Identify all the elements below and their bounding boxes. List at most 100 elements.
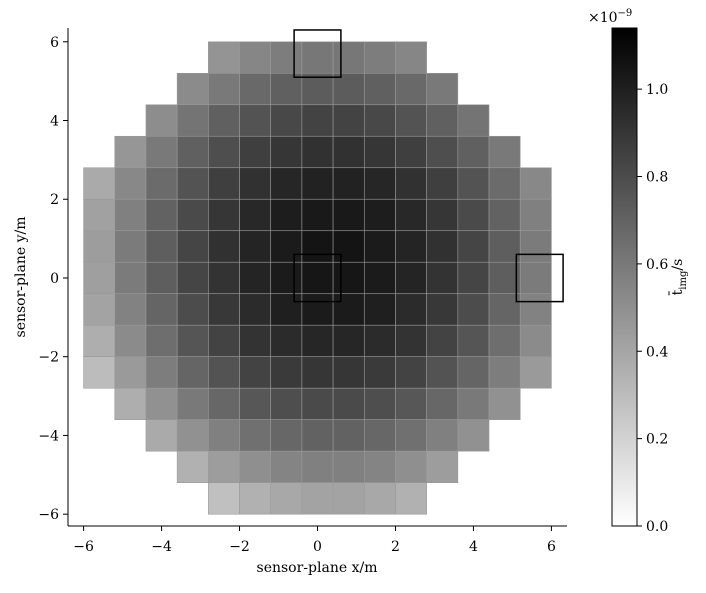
colorbar-label-unit: /s: [670, 259, 686, 271]
cell: [270, 450, 303, 483]
cell: [363, 419, 396, 452]
cell: [208, 167, 240, 200]
cell: [270, 167, 303, 200]
colorbar-tick-label: 0.2: [646, 432, 668, 448]
cell: [145, 135, 178, 169]
cell: [426, 450, 459, 483]
colorbar-label: t̄img/s: [668, 259, 689, 296]
cell: [363, 230, 396, 263]
y-tick-label: 6: [50, 35, 59, 51]
colorbar-label-subscript: img: [678, 270, 689, 290]
cell: [426, 135, 459, 169]
cell: [363, 167, 396, 200]
cell: [208, 293, 240, 326]
cell: [332, 167, 365, 200]
cell: [239, 72, 272, 106]
cell: [363, 450, 396, 483]
cell: [176, 293, 209, 326]
cell: [363, 135, 396, 169]
cell: [457, 230, 490, 263]
cell: [239, 135, 272, 169]
cell: [301, 356, 334, 389]
cell: [457, 167, 490, 200]
cell: [363, 261, 396, 295]
cell: [83, 293, 116, 326]
cell: [239, 293, 272, 326]
cell: [239, 324, 272, 358]
cell: [270, 419, 303, 452]
cell: [363, 72, 396, 106]
cell: [488, 356, 521, 389]
cell: [519, 293, 552, 326]
cell: [239, 419, 272, 452]
cell: [114, 324, 147, 358]
cell: [83, 167, 116, 200]
cell: [145, 230, 178, 263]
colorbar-tick-label: 0.4: [646, 344, 668, 360]
cell: [395, 104, 427, 137]
cell: [270, 324, 303, 358]
cell: [208, 198, 240, 232]
cell: [332, 419, 365, 452]
cell: [488, 293, 521, 326]
cell: [239, 482, 272, 515]
cell: [395, 72, 427, 106]
cell: [426, 230, 459, 263]
cell: [457, 261, 490, 295]
cell: [239, 230, 272, 263]
cell: [176, 387, 209, 421]
cell: [208, 356, 240, 389]
cell: [208, 135, 240, 169]
cell: [176, 450, 209, 483]
cell: [239, 104, 272, 137]
cell: [208, 72, 240, 106]
cell: [332, 482, 365, 515]
cell: [270, 482, 303, 515]
cell: [426, 324, 459, 358]
cell: [239, 387, 272, 421]
cell: [145, 104, 178, 137]
cell: [395, 356, 427, 389]
cell: [332, 356, 365, 389]
cell: [301, 324, 334, 358]
cell: [239, 261, 272, 295]
cell: [270, 387, 303, 421]
cell: [270, 293, 303, 326]
cell: [426, 167, 459, 200]
cell: [301, 482, 334, 515]
colorbar-label-symbol: t̄: [668, 289, 686, 295]
cell: [176, 356, 209, 389]
highlight-box: [515, 253, 564, 303]
cell: [83, 324, 116, 358]
cell: [395, 293, 427, 326]
cell: [176, 324, 209, 358]
colorbar-tick-label: 0.6: [646, 257, 668, 273]
cell: [426, 419, 459, 452]
cell: [426, 356, 459, 389]
cell: [208, 230, 240, 263]
cell: [301, 198, 334, 232]
cell: [208, 261, 240, 295]
cell: [426, 261, 459, 295]
cell: [270, 261, 303, 295]
colorbar-tick-label: 1.0: [646, 82, 668, 98]
cell: [208, 419, 240, 452]
cell: [208, 41, 240, 74]
cell: [395, 167, 427, 200]
cell: [363, 104, 396, 137]
highlight-box: [293, 253, 342, 303]
cell: [426, 198, 459, 232]
cell: [145, 419, 178, 452]
cell: [114, 198, 147, 232]
cell: [519, 324, 552, 358]
cell: [395, 387, 427, 421]
cell: [145, 356, 178, 389]
cell: [208, 387, 240, 421]
cell: [363, 356, 396, 389]
cell: [457, 135, 490, 169]
cell: [332, 293, 365, 326]
cell: [426, 72, 459, 106]
cell: [426, 387, 459, 421]
